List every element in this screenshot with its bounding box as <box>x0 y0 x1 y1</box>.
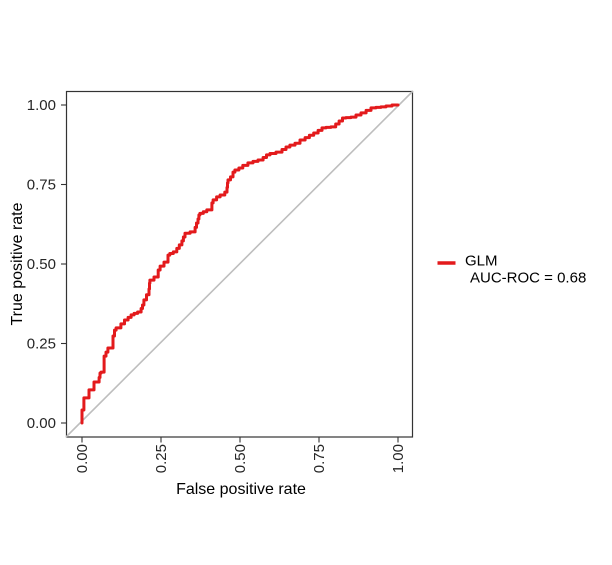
legend-series-name: GLM <box>465 253 498 270</box>
x-tick-label: 0.50 <box>232 444 249 473</box>
x-axis-ticks: 0.00 0.25 0.50 0.75 1.00 <box>74 437 407 473</box>
roc-curve-glm <box>80 103 400 425</box>
y-tick-label: 1.00 <box>27 97 56 114</box>
y-axis-ticks: 0.00 0.25 0.50 0.75 1.00 <box>27 97 66 432</box>
x-axis-title: False positive rate <box>176 481 306 498</box>
legend: GLM AUC-ROC = 0.68 <box>437 253 586 287</box>
y-tick-label: 0.75 <box>27 177 56 194</box>
x-tick-label: 0.00 <box>74 444 91 473</box>
y-tick-label: 0.50 <box>27 256 56 273</box>
y-tick-label: 0.00 <box>27 415 56 432</box>
diagonal-reference-line <box>65 90 414 438</box>
x-tick-label: 0.75 <box>311 444 328 473</box>
legend-auc-value: AUC-ROC = 0.68 <box>470 270 586 287</box>
y-axis-title: True positive rate <box>9 202 26 325</box>
x-tick-label: 1.00 <box>390 444 407 473</box>
plot-panel-border <box>65 90 414 438</box>
y-tick-label: 0.25 <box>27 336 56 353</box>
x-tick-label: 0.25 <box>153 444 170 473</box>
